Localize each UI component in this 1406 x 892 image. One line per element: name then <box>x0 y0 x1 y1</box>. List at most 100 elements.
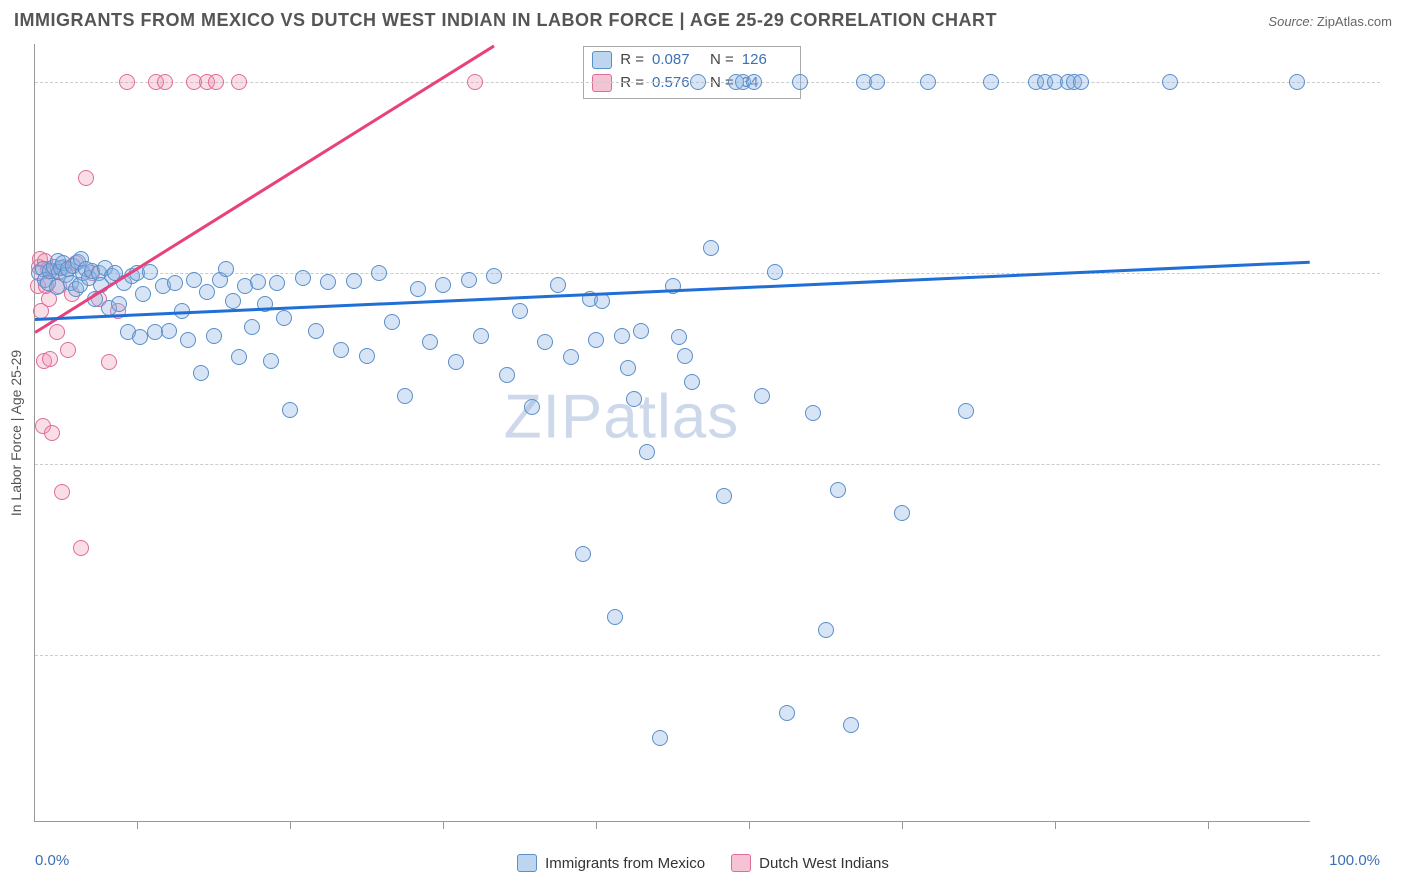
data-point <box>626 391 642 407</box>
data-point <box>499 367 515 383</box>
source-value: ZipAtlas.com <box>1317 14 1392 29</box>
x-tick <box>596 821 597 829</box>
swatch-icon <box>592 51 612 69</box>
data-point <box>818 622 834 638</box>
watermark: ZIPatlas <box>504 381 739 452</box>
data-point <box>42 351 58 367</box>
data-point <box>473 328 489 344</box>
data-point <box>397 388 413 404</box>
data-point <box>920 74 936 90</box>
data-point <box>276 310 292 326</box>
data-point <box>295 270 311 286</box>
data-point <box>512 303 528 319</box>
data-point <box>208 74 224 90</box>
data-point <box>524 399 540 415</box>
gridline: 85.0% <box>35 273 1380 274</box>
data-point <box>594 293 610 309</box>
r-label: R = <box>620 49 644 72</box>
legend-item: Immigrants from Mexico <box>517 854 705 872</box>
data-point <box>486 268 502 284</box>
x-tick <box>749 821 750 829</box>
x-tick <box>290 821 291 829</box>
data-point <box>435 277 451 293</box>
data-point <box>805 405 821 421</box>
gridline: 70.0% <box>35 464 1380 465</box>
data-point <box>671 329 687 345</box>
data-point <box>830 482 846 498</box>
x-tick <box>137 821 138 829</box>
data-point <box>225 293 241 309</box>
legend-label: Immigrants from Mexico <box>545 855 705 872</box>
data-point <box>333 342 349 358</box>
data-point <box>101 354 117 370</box>
data-point <box>448 354 464 370</box>
data-point <box>779 705 795 721</box>
data-point <box>371 265 387 281</box>
source-label: Source: <box>1268 14 1313 29</box>
data-point <box>652 730 668 746</box>
data-point <box>614 328 630 344</box>
data-point <box>575 546 591 562</box>
y-tick-label: 55.0% <box>1386 646 1406 662</box>
trend-line <box>34 44 494 333</box>
data-point <box>607 609 623 625</box>
data-point <box>231 349 247 365</box>
data-point <box>263 353 279 369</box>
data-point <box>269 275 285 291</box>
swatch-icon <box>731 854 751 872</box>
data-point <box>206 328 222 344</box>
data-point <box>716 488 732 504</box>
data-point <box>346 273 362 289</box>
data-point <box>111 296 127 312</box>
data-point <box>54 484 70 500</box>
y-tick-label: 70.0% <box>1386 455 1406 471</box>
data-point <box>422 334 438 350</box>
data-point <box>410 281 426 297</box>
bottom-legend: Immigrants from Mexico Dutch West Indian… <box>0 854 1406 872</box>
corr-row: R = 0.087 N = 126 <box>592 49 792 72</box>
data-point <box>384 314 400 330</box>
data-point <box>843 717 859 733</box>
data-point <box>677 348 693 364</box>
data-point <box>588 332 604 348</box>
correlation-legend: R = 0.087 N = 126 R = 0.576 N = 34 <box>583 46 801 99</box>
data-point <box>308 323 324 339</box>
data-point <box>193 365 209 381</box>
data-point <box>78 170 94 186</box>
n-label: N = <box>710 49 734 72</box>
y-tick-label: 85.0% <box>1386 264 1406 280</box>
data-point <box>563 349 579 365</box>
data-point <box>135 286 151 302</box>
plot-area: ZIPatlas R = 0.087 N = 126 R = 0.576 N =… <box>34 44 1310 822</box>
r-value: 0.087 <box>652 49 702 72</box>
swatch-icon <box>517 854 537 872</box>
data-point <box>792 74 808 90</box>
y-axis-label: In Labor Force | Age 25-29 <box>8 350 24 516</box>
legend-item: Dutch West Indians <box>731 854 889 872</box>
data-point <box>754 388 770 404</box>
data-point <box>180 332 196 348</box>
data-point <box>44 425 60 441</box>
data-point <box>1073 74 1089 90</box>
data-point <box>467 74 483 90</box>
data-point <box>142 264 158 280</box>
data-point <box>703 240 719 256</box>
data-point <box>218 261 234 277</box>
data-point <box>894 505 910 521</box>
data-point <box>1162 74 1178 90</box>
data-point <box>119 74 135 90</box>
x-tick <box>1208 821 1209 829</box>
data-point <box>186 272 202 288</box>
y-tick-label: 100.0% <box>1386 73 1406 89</box>
data-point <box>1289 74 1305 90</box>
data-point <box>550 277 566 293</box>
data-point <box>639 444 655 460</box>
data-point <box>537 334 553 350</box>
x-tick <box>902 821 903 829</box>
data-point <box>231 74 247 90</box>
data-point <box>60 342 76 358</box>
x-tick <box>1055 821 1056 829</box>
data-point <box>49 324 65 340</box>
data-point <box>157 74 173 90</box>
data-point <box>132 329 148 345</box>
